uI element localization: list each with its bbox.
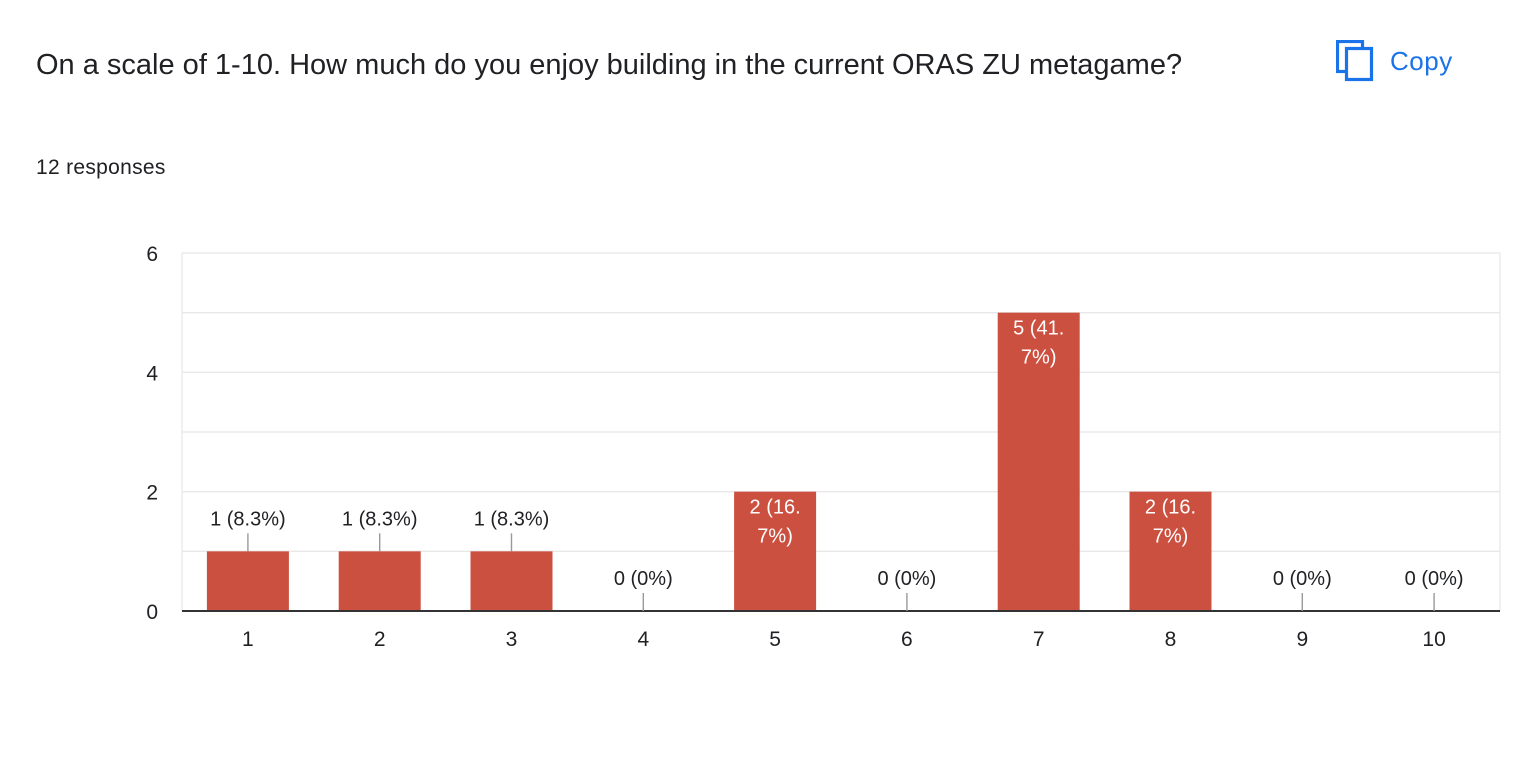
data-label: 5 (41. [1013, 318, 1064, 340]
x-tick-label: 1 [242, 628, 254, 651]
x-tick-label: 7 [1033, 628, 1045, 651]
data-label: 0 (0%) [614, 568, 673, 590]
data-label: 7%) [1153, 526, 1189, 548]
chart-bars [206, 312, 1212, 611]
y-tick-label: 2 [146, 482, 158, 505]
data-label: 1 (8.3%) [342, 508, 418, 530]
bar [470, 551, 553, 611]
x-tick-label: 4 [637, 628, 649, 651]
copy-icon [1336, 40, 1374, 82]
bar [734, 491, 817, 611]
data-label: 0 (0%) [1273, 568, 1332, 590]
chart-labels: 1 (8.3%) 1 (8.3%) 1 (8.3%) 0 (0%) 2 (16. 7%) 0… [210, 318, 1464, 611]
data-label: 0 (0%) [1405, 568, 1464, 590]
data-label: 1 (8.3%) [474, 508, 550, 530]
y-tick-label: 4 [146, 362, 158, 385]
x-tick-label: 8 [1165, 628, 1177, 651]
bar [1129, 491, 1212, 611]
bar [338, 551, 421, 611]
copy-button[interactable]: Copy [1336, 38, 1453, 84]
y-tick-label: 0 [146, 601, 158, 624]
data-label: 0 (0%) [877, 568, 936, 590]
data-label: 2 (16. [750, 497, 801, 519]
x-tick-label: 6 [901, 628, 913, 651]
chart-axes: 0 2 4 6 1 2 3 4 5 6 7 8 9 10 [146, 243, 1500, 651]
x-tick-label: 9 [1296, 628, 1308, 651]
data-label: 7%) [757, 526, 793, 548]
copy-button-label: Copy [1390, 45, 1453, 76]
data-label: 2 (16. [1145, 497, 1196, 519]
data-label: 7%) [1021, 347, 1057, 369]
x-tick-label: 2 [374, 628, 386, 651]
x-tick-label: 5 [769, 628, 781, 651]
data-label: 1 (8.3%) [210, 508, 286, 530]
x-tick-label: 10 [1422, 628, 1445, 651]
y-tick-label: 6 [146, 243, 158, 266]
question-title: On a scale of 1-10. How much do you enjo… [36, 49, 1183, 81]
bar [997, 312, 1080, 611]
response-count: 12 responses [36, 156, 166, 179]
bar [206, 551, 289, 611]
x-tick-label: 3 [506, 628, 518, 651]
